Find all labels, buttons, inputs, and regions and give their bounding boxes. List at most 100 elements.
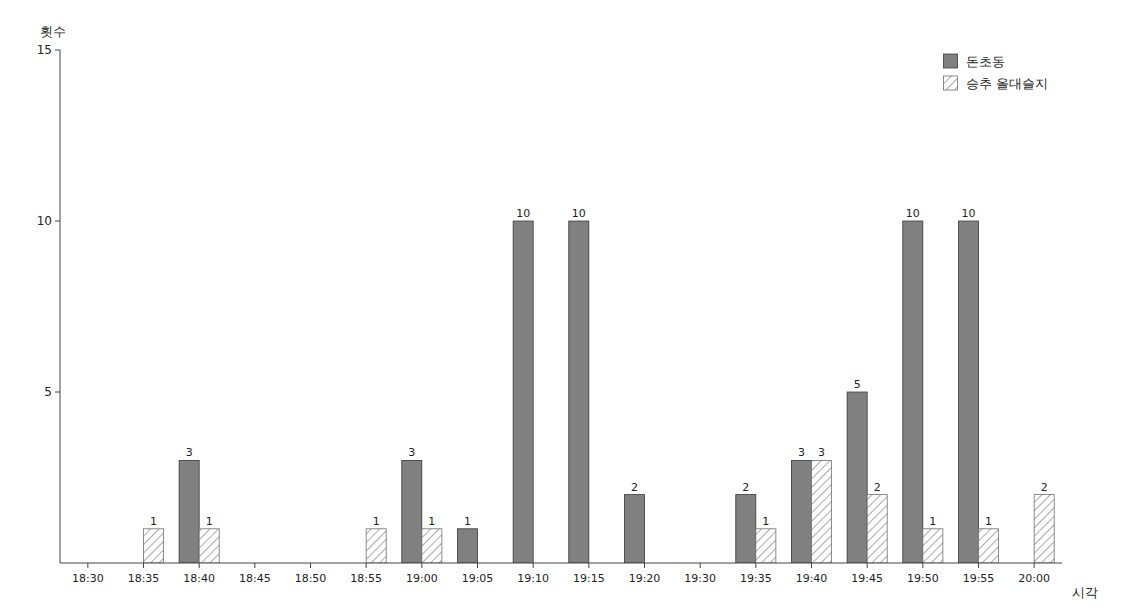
- bar: [366, 529, 386, 563]
- data-label: 3: [798, 446, 805, 459]
- data-label: 2: [742, 481, 749, 494]
- chart-container: 33110102235101011111321125101518:3018:35…: [0, 0, 1122, 613]
- data-label: 1: [150, 515, 157, 528]
- x-tick-label: 20:00: [1018, 572, 1050, 585]
- x-tick: [199, 563, 200, 568]
- x-tick: [477, 563, 478, 568]
- x-tick-label: 18:55: [350, 572, 382, 585]
- bar-bg: [1034, 495, 1054, 563]
- x-tick: [533, 563, 534, 568]
- y-tick-label: 5: [44, 385, 52, 399]
- x-tick-label: 19:00: [406, 572, 438, 585]
- bar-bg: [756, 529, 776, 563]
- x-tick-label: 19:40: [796, 572, 828, 585]
- x-tick: [922, 563, 923, 568]
- bar-bg: [366, 529, 386, 563]
- x-tick: [310, 563, 311, 568]
- bar: [624, 495, 644, 563]
- bar-bg: [422, 529, 442, 563]
- x-tick-label: 19:35: [740, 572, 772, 585]
- y-tick-label: 15: [37, 43, 52, 57]
- bar: [791, 460, 811, 563]
- legend-label: 승추 올대슬지: [966, 76, 1048, 91]
- bar: [179, 460, 199, 563]
- data-label: 3: [408, 446, 415, 459]
- x-tick-label: 18:30: [72, 572, 104, 585]
- bar-bg: [199, 529, 219, 563]
- bar-bg: [903, 221, 923, 563]
- data-label: 2: [631, 481, 638, 494]
- bar-bg: [812, 460, 832, 563]
- x-tick: [254, 563, 255, 568]
- data-label: 10: [572, 207, 586, 220]
- bar: [756, 529, 776, 563]
- bar-bg: [624, 495, 644, 563]
- bar-bg: [569, 221, 589, 563]
- bar: [736, 495, 756, 563]
- x-tick: [366, 563, 367, 568]
- x-axis-line: [60, 563, 1062, 564]
- bar: [958, 221, 978, 563]
- data-label: 10: [961, 207, 975, 220]
- y-axis-label: 횟수: [40, 24, 66, 39]
- y-tick: [55, 221, 60, 222]
- x-tick-label: 19:10: [517, 572, 549, 585]
- x-axis-label: 시각: [1072, 585, 1098, 600]
- data-label: 1: [464, 515, 471, 528]
- legend-swatch-bg: [944, 54, 958, 68]
- x-tick-label: 18:50: [295, 572, 327, 585]
- data-label: 1: [373, 515, 380, 528]
- bar: [812, 460, 832, 563]
- x-tick-label: 19:45: [851, 572, 883, 585]
- bar: [903, 221, 923, 563]
- bar: [144, 529, 164, 563]
- data-label: 5: [854, 378, 861, 391]
- bar: [1034, 495, 1054, 563]
- bar: [422, 529, 442, 563]
- legend-swatch: [944, 76, 958, 90]
- bar: [199, 529, 219, 563]
- bar-bg: [958, 221, 978, 563]
- bar: [513, 221, 533, 563]
- x-tick: [143, 563, 144, 568]
- data-label: 2: [1041, 481, 1048, 494]
- x-tick: [588, 563, 589, 568]
- legend-swatch: [944, 54, 958, 68]
- legend: 돈초동승추 올대슬지: [944, 54, 1048, 91]
- data-label: 2: [874, 481, 881, 494]
- y-axis-line: [60, 50, 61, 563]
- bar: [402, 460, 422, 563]
- bar-bg: [867, 495, 887, 563]
- data-label: 1: [762, 515, 769, 528]
- bar-bg: [402, 460, 422, 563]
- x-tick: [1034, 563, 1035, 568]
- x-tick: [87, 563, 88, 568]
- bar: [979, 529, 999, 563]
- bar-bg: [144, 529, 164, 563]
- data-label: 10: [516, 207, 530, 220]
- chart-svg: 33110102235101011111321125101518:3018:35…: [0, 0, 1122, 613]
- x-tick-label: 19:55: [963, 572, 995, 585]
- bar-bg: [791, 460, 811, 563]
- bar-bg: [736, 495, 756, 563]
- bar-bg: [979, 529, 999, 563]
- legend-swatch-bg: [944, 76, 958, 90]
- x-tick-label: 18:40: [183, 572, 215, 585]
- y-tick-label: 10: [37, 214, 52, 228]
- x-tick-label: 19:50: [907, 572, 939, 585]
- bar: [867, 495, 887, 563]
- x-tick: [867, 563, 868, 568]
- bar-bg: [847, 392, 867, 563]
- data-label: 1: [929, 515, 936, 528]
- x-tick: [978, 563, 979, 568]
- y-tick: [55, 392, 60, 393]
- x-tick: [700, 563, 701, 568]
- bar: [923, 529, 943, 563]
- x-tick-label: 18:35: [128, 572, 160, 585]
- x-tick-label: 19:15: [573, 572, 605, 585]
- x-tick: [755, 563, 756, 568]
- x-tick-label: 18:45: [239, 572, 271, 585]
- data-label: 1: [206, 515, 213, 528]
- y-tick: [55, 50, 60, 51]
- data-label: 3: [818, 446, 825, 459]
